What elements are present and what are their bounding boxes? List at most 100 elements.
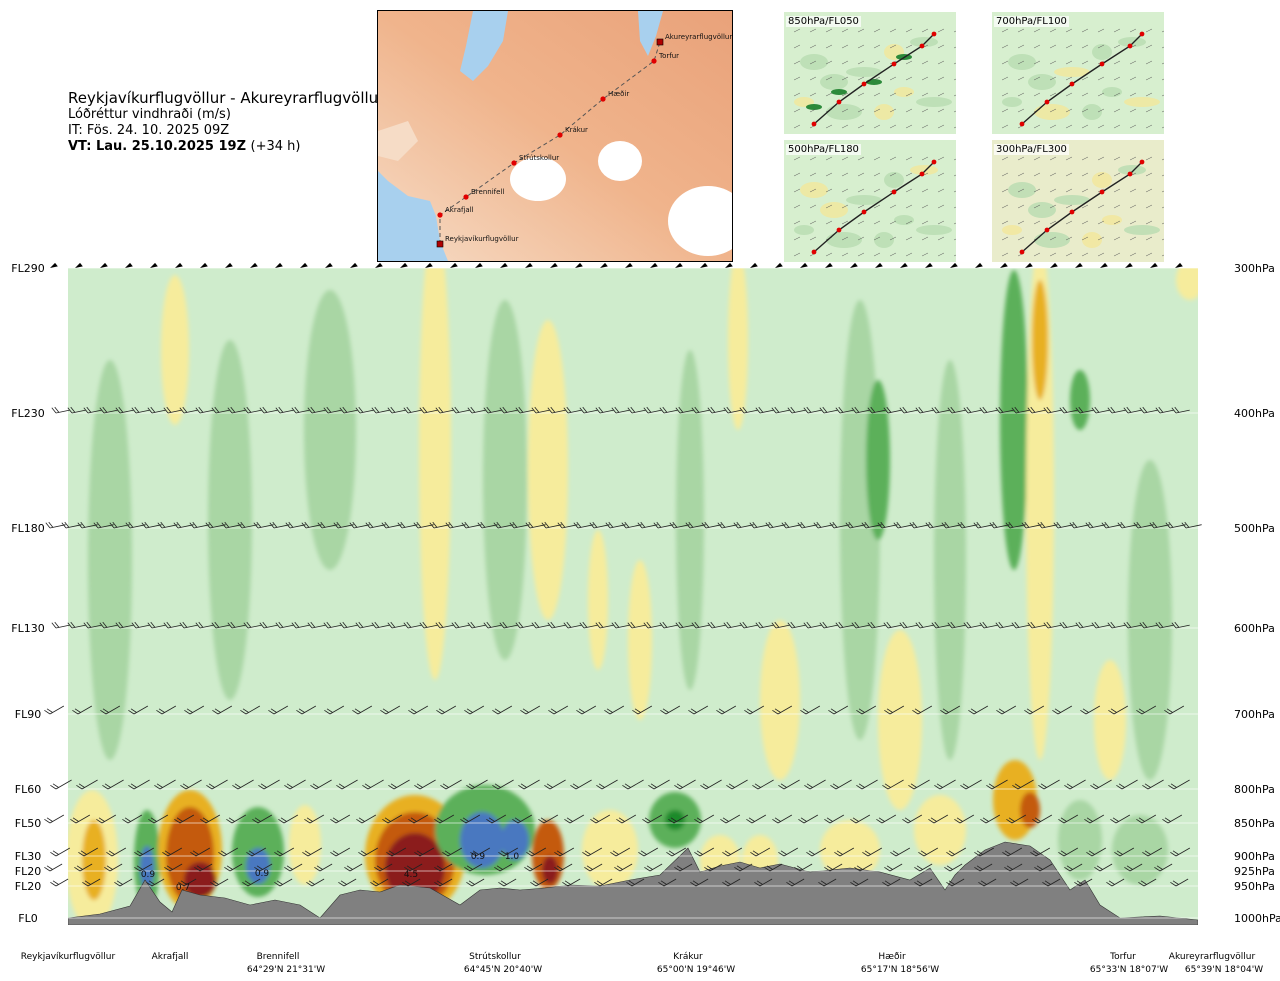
mini-map-field: [1054, 67, 1090, 77]
barb-feather: [998, 406, 1004, 413]
wind-barb: [408, 814, 429, 824]
barb-feather: [754, 881, 761, 887]
wind-barb: [205, 521, 226, 529]
barb-staff: [889, 863, 903, 872]
wind-barb: [275, 621, 294, 629]
mini-map-svg: [784, 12, 961, 134]
barb-feather: [828, 709, 835, 715]
wind-barb: [243, 621, 262, 629]
barb-staff: [319, 863, 333, 872]
wind-barb: [224, 863, 243, 872]
barb-feather: [131, 407, 137, 414]
mini-map-barb: [857, 28, 865, 33]
barb-feather: [1133, 522, 1139, 529]
barb-feather: [685, 522, 691, 529]
barb-feather: [1011, 622, 1017, 629]
mini-map-barb: [1145, 108, 1153, 113]
wind-barb: [1043, 406, 1062, 414]
barb-feather: [530, 881, 537, 887]
barb-feather: [388, 784, 395, 790]
barb-staff: [1063, 409, 1078, 414]
mini-map-barb: [1001, 44, 1009, 49]
barb-feather: [835, 407, 841, 414]
mini-map-waypoint: [836, 99, 842, 105]
waypoint-marker: [437, 212, 443, 218]
barb-feather: [376, 865, 383, 870]
barb-feather: [483, 622, 489, 629]
barb-feather: [128, 709, 135, 715]
barb-feather: [354, 708, 361, 713]
barb-feather: [100, 709, 107, 715]
barb-feather: [174, 818, 181, 824]
barb-staff: [1129, 863, 1143, 872]
wind-barb: [212, 705, 233, 715]
barb-feather: [116, 880, 123, 885]
wind-barb: [722, 878, 741, 887]
barb-feather: [1124, 866, 1131, 872]
wind-barb: [83, 621, 102, 629]
wind-barb: [614, 863, 633, 872]
wind-barb: [547, 621, 566, 629]
barb-feather: [766, 865, 773, 870]
wind-barb: [674, 779, 696, 790]
barb-feather: [982, 817, 989, 822]
barb-flag: [550, 262, 558, 268]
barb-feather: [912, 521, 918, 528]
barb-feather: [851, 622, 857, 629]
barb-feather: [1116, 784, 1123, 790]
barb-feather: [1011, 407, 1017, 414]
barb-feather: [301, 522, 307, 529]
map-waypoint-label: Strútskollur: [519, 154, 559, 162]
barb-feather: [464, 709, 471, 715]
velocity-contour: [528, 320, 568, 620]
wind-barb: [125, 262, 133, 268]
barb-feather: [754, 783, 761, 788]
mini-map-barb: [841, 28, 849, 33]
mini-map-barb: [1017, 204, 1025, 209]
barb-feather: [50, 881, 57, 887]
barb-feather: [914, 866, 921, 872]
mini-map-barb: [1001, 156, 1009, 161]
barb-feather: [824, 866, 831, 872]
barb-staff: [71, 409, 86, 414]
barb-feather: [380, 709, 387, 715]
wind-barb: [700, 779, 722, 790]
barb-staff: [151, 624, 166, 629]
wind-barb: [349, 521, 370, 529]
mini-map-barb: [889, 252, 897, 257]
barb-feather: [692, 880, 699, 885]
barb-feather: [858, 783, 865, 788]
barb-staff: [615, 624, 630, 629]
wind-barb: [419, 406, 438, 414]
mini-map-barb: [873, 44, 881, 49]
barb-feather: [980, 818, 987, 824]
wind-barb: [498, 847, 519, 857]
mini-map-barb: [1001, 252, 1009, 257]
barb-feather: [148, 880, 155, 885]
barb-feather: [1046, 406, 1052, 413]
wind-barb: [1000, 262, 1008, 268]
velocity-contour: [161, 275, 189, 425]
barb-staff: [407, 409, 422, 414]
barb-feather: [234, 783, 241, 788]
barb-feather: [349, 522, 355, 529]
mini-map-svg: [784, 140, 961, 262]
wind-barb: [875, 262, 883, 268]
barb-flag: [975, 262, 983, 268]
barb-feather: [262, 406, 268, 413]
barb-feather: [306, 817, 313, 822]
barb-feather: [494, 866, 501, 872]
barb-feather: [154, 784, 161, 790]
barb-feather: [556, 865, 563, 870]
barb-staff: [647, 409, 662, 414]
barb-feather: [358, 817, 365, 822]
barb-feather: [382, 818, 389, 824]
barb-staff: [583, 624, 598, 629]
barb-feather: [660, 880, 667, 885]
mini-map-barb: [921, 92, 929, 97]
barb-feather: [626, 881, 633, 887]
wind-barb: [1021, 521, 1042, 529]
fjord-north: [638, 11, 663, 56]
velocity-contour: [501, 820, 529, 860]
wind-barb: [882, 779, 904, 790]
